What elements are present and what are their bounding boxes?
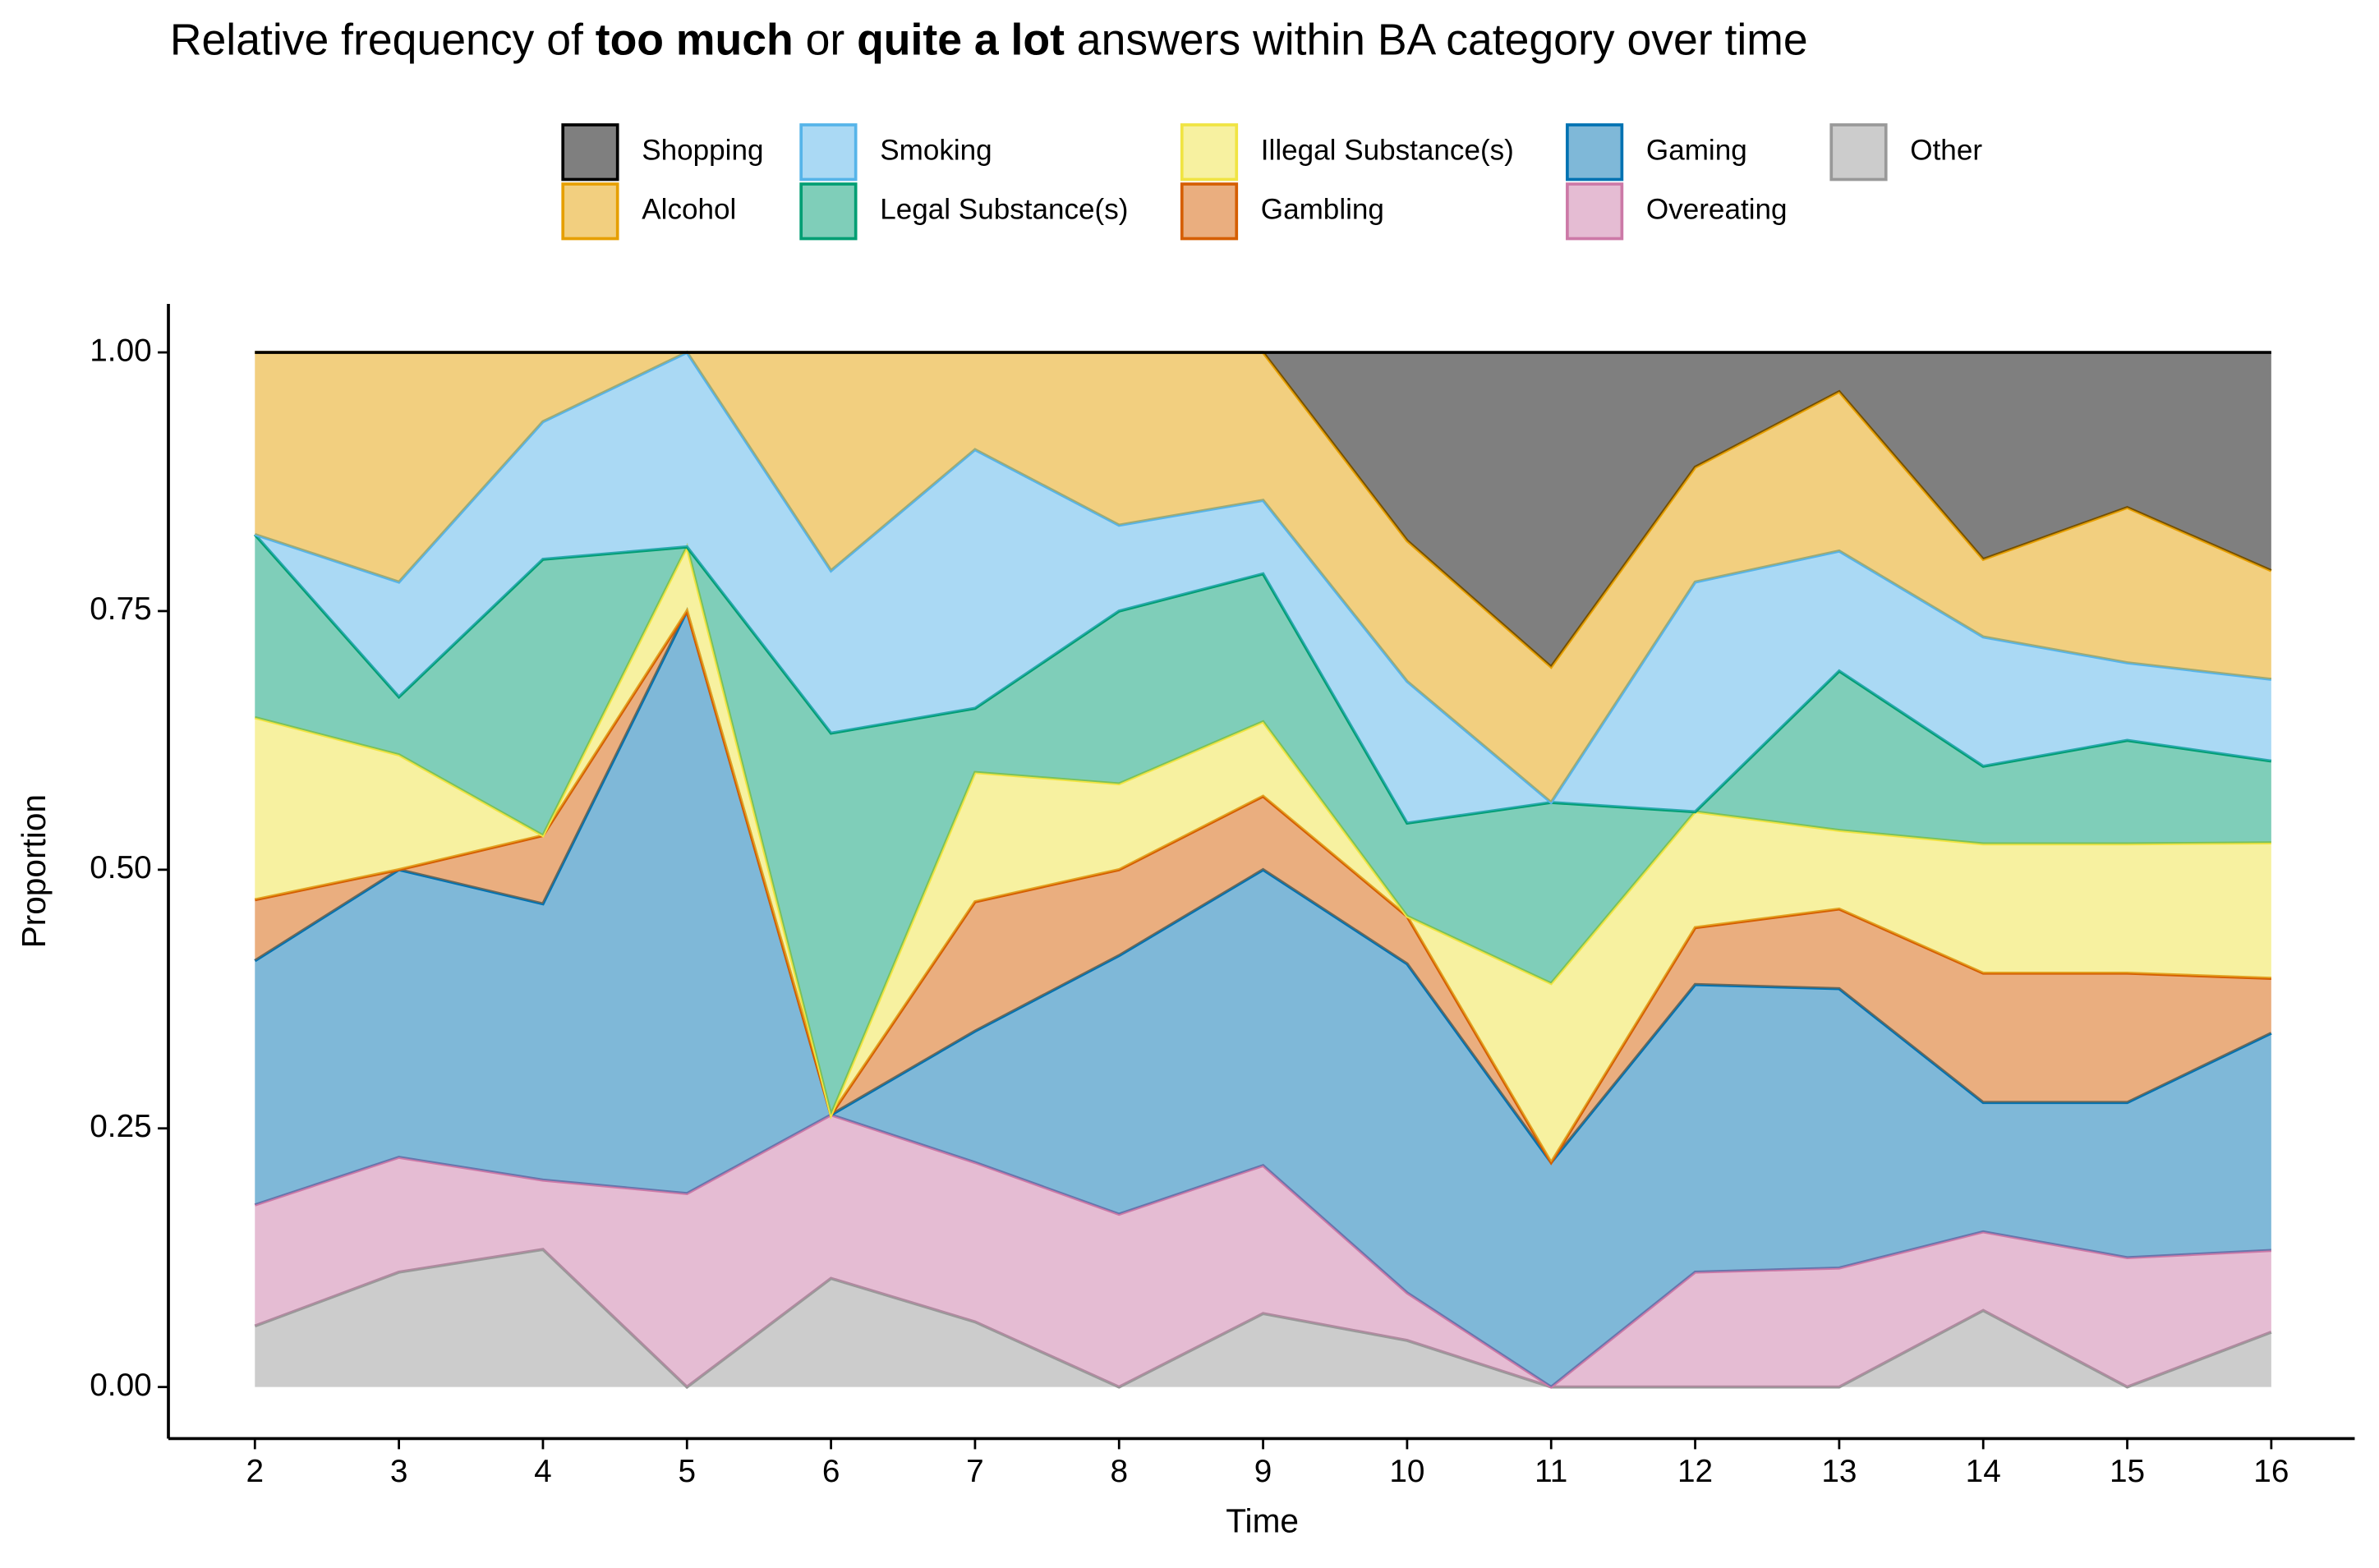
x-tick-label: 14: [1966, 1454, 2001, 1489]
x-tick-label: 15: [2110, 1454, 2145, 1489]
title-part: answers within BA category over time: [1065, 16, 1808, 64]
title-part: quite a lot: [857, 16, 1065, 64]
x-tick-label: 11: [1535, 1454, 1567, 1489]
legend-label: Overeating: [1646, 194, 1788, 226]
legend-key: [1180, 182, 1239, 241]
legend-label: Alcohol: [642, 194, 736, 226]
legend-key: [799, 182, 858, 241]
x-tick-label: 9: [1254, 1454, 1272, 1489]
x-tick-label: 5: [678, 1454, 696, 1489]
y-tick-label: 1.00: [90, 333, 151, 368]
title-part: Relative frequency of: [170, 16, 596, 64]
legend-label: Illegal Substance(s): [1261, 135, 1514, 167]
x-tick-label: 8: [1110, 1454, 1128, 1489]
y-tick-label: 0.00: [90, 1368, 151, 1403]
area: [255, 534, 2271, 1115]
x-tick-label: 3: [390, 1454, 408, 1489]
legend-key: [1566, 123, 1624, 182]
title-part: or: [794, 16, 857, 64]
x-tick-label: 2: [246, 1454, 265, 1489]
x-tick-label: 13: [1821, 1454, 1857, 1489]
legend-label: Shopping: [642, 135, 763, 167]
x-tick-label: 7: [966, 1454, 984, 1489]
area: [255, 1249, 2271, 1387]
y-tick-label: 0.75: [90, 591, 151, 627]
area: [255, 352, 2271, 802]
area: [255, 546, 2271, 1163]
y-tick-label: 0.25: [90, 1109, 151, 1144]
x-tick-label: 16: [2253, 1454, 2289, 1489]
legend-key: [561, 123, 619, 182]
legend-label: Gaming: [1646, 135, 1747, 167]
legend-label: Legal Substance(s): [880, 194, 1128, 226]
y-axis-title: Proportion: [15, 794, 53, 948]
legend-label: Other: [1910, 135, 1982, 167]
legend-key: [1829, 123, 1888, 182]
legend-key: [1180, 123, 1239, 182]
legend-label: Gambling: [1261, 194, 1384, 226]
x-tick-label: 10: [1389, 1454, 1424, 1489]
area: [255, 610, 2271, 1387]
title-part: too much: [596, 16, 794, 64]
legend-key: [1566, 182, 1624, 241]
y-tick-label: 0.50: [90, 850, 151, 885]
area: [255, 352, 2271, 824]
area: [255, 352, 2271, 667]
legend-key: [561, 182, 619, 241]
x-tick-label: 6: [822, 1454, 840, 1489]
x-axis-title: Time: [1226, 1502, 1299, 1540]
x-tick-label: 4: [534, 1454, 552, 1489]
area: [255, 1115, 2271, 1387]
x-tick-label: 12: [1677, 1454, 1713, 1489]
chart-title: Relative frequency of too much or quite …: [170, 16, 1808, 64]
legend-label: Smoking: [880, 135, 992, 167]
legend-key: [799, 123, 858, 182]
